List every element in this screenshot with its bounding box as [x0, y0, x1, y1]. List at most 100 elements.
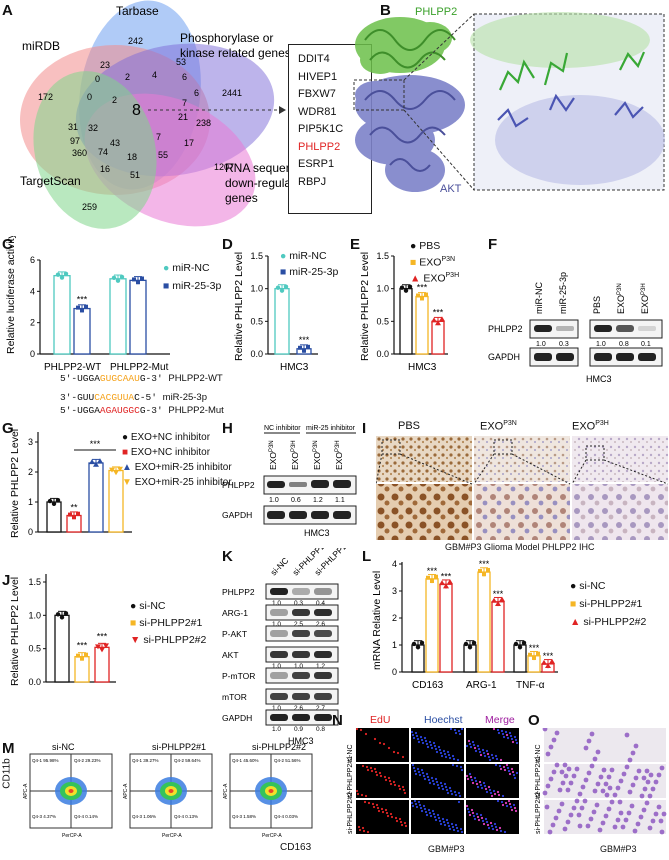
n-cell: [435, 750, 439, 754]
n-cell: [422, 804, 426, 808]
ihc-col-title: EXOP3N: [480, 420, 517, 433]
o-cell: [559, 801, 565, 807]
k-quant: 0.8: [316, 726, 325, 733]
j-legend-item: ■ si-PHLPP2#1: [130, 617, 203, 629]
o-cell: [545, 783, 551, 789]
k-band: [314, 651, 332, 658]
n-cell: [435, 780, 439, 784]
n-cell: [451, 754, 455, 758]
n-cell: [417, 800, 421, 804]
m-quad-label: Q4-3 4.37%: [32, 814, 56, 819]
g-point: [93, 461, 99, 467]
e-point: [424, 292, 428, 297]
n-image: [356, 800, 409, 834]
k-band: [292, 651, 310, 658]
n-cell: [411, 804, 415, 808]
n-cell: [432, 812, 436, 816]
n-cell: [419, 735, 423, 739]
l-point: [439, 580, 445, 586]
l-bar: [477, 571, 491, 673]
o-cell: [603, 781, 609, 787]
g-point: [76, 511, 80, 516]
o-cell: [550, 822, 556, 828]
protein-structure: PHLPP2 AKT: [353, 6, 665, 195]
o-cell: [556, 808, 562, 814]
n-cell: [369, 766, 373, 770]
n-cell: [506, 766, 510, 770]
l-point: [536, 651, 540, 656]
c-tick-label: 4: [30, 286, 35, 296]
n-cell: [499, 829, 503, 833]
o-cell: [641, 775, 647, 781]
n-cell: [514, 738, 518, 742]
n-cell: [396, 751, 400, 755]
j-point: [55, 612, 61, 617]
n-cell: [414, 772, 418, 776]
m-axis-label: PerCP-A: [162, 833, 182, 839]
n-cell: [361, 826, 365, 830]
n-cell: [460, 768, 464, 772]
n-cell: [448, 786, 452, 790]
gene-item: HIVEP1: [298, 70, 338, 83]
l-group-label: ARG-1: [466, 680, 497, 691]
m-quad-label: Q4-3 1.06%: [132, 814, 156, 819]
g-legend-item: ■ EXO+NC inhibitor: [122, 447, 211, 458]
n-cell: [491, 756, 495, 760]
venn-num: 0: [87, 92, 92, 102]
n-cell: [374, 770, 378, 774]
k-band: [270, 630, 288, 637]
k-row-label: PHLPP2: [222, 587, 255, 597]
o-cell: [615, 785, 621, 791]
o-cell: [656, 772, 662, 778]
k-row-label: AKT: [222, 650, 239, 660]
g-bar: [108, 469, 124, 533]
n-cell: [413, 799, 417, 803]
n-cell: [412, 766, 416, 770]
o-cell: [565, 787, 571, 793]
western-blot-h: NC inhibitor miR-25 inhibitor EXOP3N EXO…: [222, 425, 357, 538]
gene-item: PIP5K1C: [298, 123, 344, 135]
n-cell: [488, 758, 492, 762]
m-axis-label: APC-A: [223, 783, 229, 799]
venn-num: 32: [88, 123, 98, 133]
n-cell: [355, 728, 359, 731]
o-cell: [627, 757, 633, 763]
n-cell: [428, 811, 432, 815]
venn-label-targetscan: TargetScan: [20, 174, 81, 188]
f-quant: 1.0: [596, 341, 606, 348]
n-cell: [355, 789, 359, 793]
l-point: [545, 663, 551, 669]
n-cell: [400, 823, 404, 827]
c-legend-item: ■ miR-25-3p: [163, 280, 222, 292]
k-blot-frame: [265, 583, 339, 600]
o-cell: [591, 809, 597, 815]
l-tick-label: 3: [392, 586, 397, 596]
n-cell: [375, 773, 379, 777]
n-cell: [436, 783, 440, 787]
l-legend-item: ▲ si-PHLPP2#2: [570, 616, 647, 628]
panel-label-c: C: [2, 236, 13, 253]
n-cell: [455, 764, 459, 768]
c-bar: [109, 278, 127, 355]
venn-num: 6: [182, 72, 187, 82]
l-point: [513, 641, 519, 647]
l-point: [411, 641, 417, 647]
n-cell: [439, 751, 443, 755]
n-cell: [403, 821, 407, 825]
e-tick-label: 0.0: [376, 349, 389, 359]
n-cell: [487, 785, 491, 789]
n-cell: [367, 801, 371, 805]
l-point: [499, 596, 505, 602]
n-cell: [429, 743, 433, 747]
n-cell: [478, 780, 482, 784]
k-row-label: P-mTOR: [222, 671, 255, 681]
e-legend-item: ■ EXOP3N: [410, 256, 456, 269]
n-cell: [499, 767, 503, 771]
n-cell: [489, 821, 493, 825]
h-quant: 1.2: [313, 497, 323, 504]
n-cell: [479, 813, 483, 817]
m-axis-label: PerCP-A: [62, 833, 82, 839]
m-quad-label: Q4-2 51.56%: [274, 758, 301, 763]
k-band: [314, 609, 332, 616]
